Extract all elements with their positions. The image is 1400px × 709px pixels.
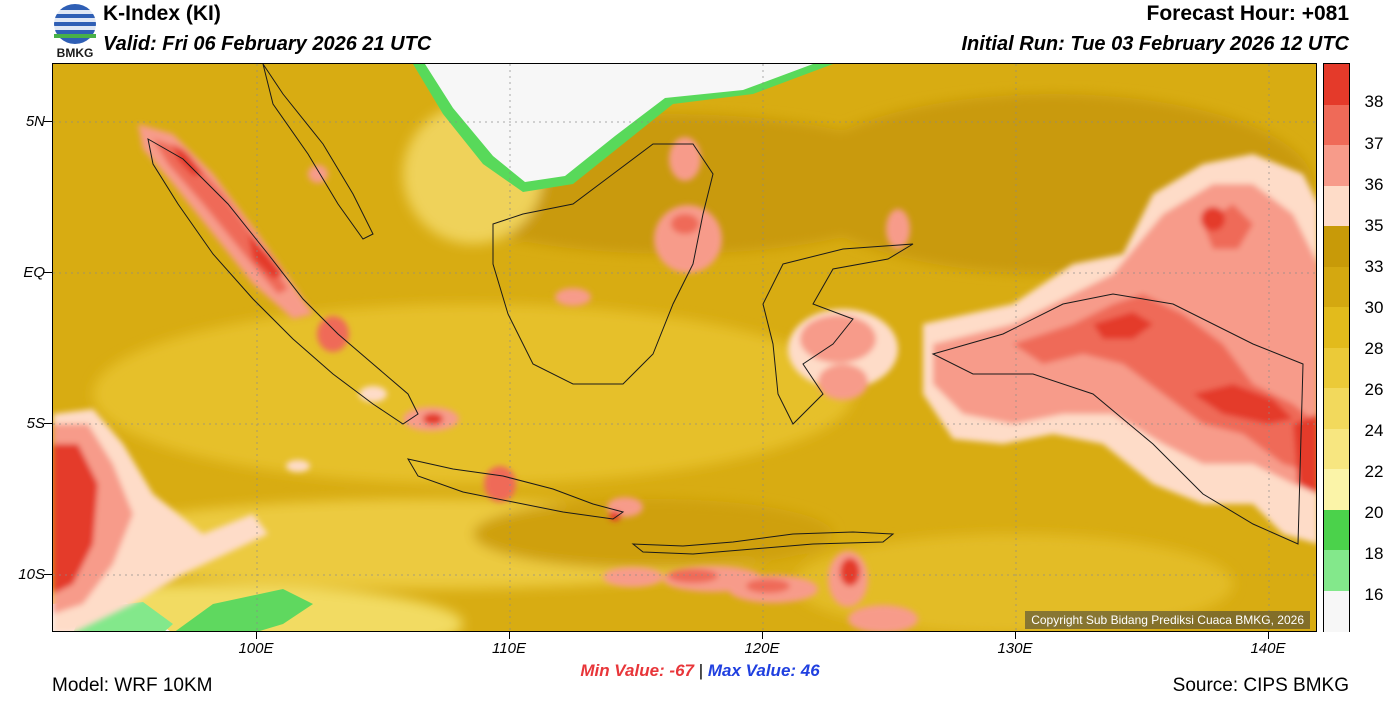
model-label: Model: WRF 10KM [52,675,213,696]
colorbar-segment [1324,104,1349,146]
colorbar-label-28: 28 [1364,339,1384,358]
lon-tick-110e [509,632,510,639]
sulawesi-coast [762,243,914,425]
lat-label-eq: EQ [23,264,45,281]
max-value: Max Value: 46 [707,661,820,680]
colorbar-label-37: 37 [1364,134,1384,153]
sumatra-coast [147,138,419,425]
min-max-values: Min Value: -67 | Max Value: 46 [0,661,1400,681]
bmkg-logo: BMKG [52,2,98,60]
high-k-regions [53,124,1316,631]
colorbar-label-16: 16 [1364,585,1384,604]
colorbar-label-30: 30 [1364,298,1384,317]
lon-label-130e: 130E [997,640,1033,657]
lat-tick-5s [44,423,52,424]
scs-low-region [413,64,833,192]
lon-label-110e: 110E [492,640,526,657]
colorbar-segment [1324,388,1349,429]
page-title: K-Index (KI) [103,2,221,25]
colorbar-segment [1324,226,1349,267]
colorbar-segment [1324,185,1349,227]
colorbar [1323,63,1350,632]
forecast-hour: Forecast Hour: +081 [1146,2,1350,25]
borneo-coast [492,143,714,385]
k-index-map: Copyright Sub Bidang Prediksi Cuaca BMKG… [52,63,1317,632]
initial-run: Initial Run: Tue 03 February 2026 12 UTC [961,33,1349,55]
colorbar-label-36: 36 [1364,175,1384,194]
logo-text: BMKG [57,46,94,60]
java-coast [406,458,625,520]
lat-tick-5n [44,121,52,122]
colorbar-segment [1324,509,1349,551]
lat-label-5s: 5S [26,415,45,432]
lat-tick-10s [44,574,52,575]
papua-coast [931,293,1304,545]
colorbar-segment [1324,428,1349,470]
lon-tick-120e [762,632,763,639]
lat-tick-eq [44,272,52,273]
copyright-notice: Copyright Sub Bidang Prediksi Cuaca BMKG… [1025,611,1310,629]
source-label: Source: CIPS BMKG [1172,675,1349,696]
colorbar-label-26: 26 [1364,380,1384,399]
colorbar-segment [1324,550,1349,591]
coastlines [147,64,1304,555]
valid-time: Valid: Fri 06 February 2026 21 UTC [103,33,432,55]
lon-label-120e: 120E [744,640,780,657]
colorbar-label-24: 24 [1364,421,1384,440]
min-max-separator: | [698,661,704,680]
colorbar-segment [1324,590,1349,632]
colorbar-segment [1324,347,1349,389]
lon-tick-100e [256,632,257,639]
colorbar-segment [1324,469,1349,510]
malay-peninsula-coast [262,64,374,240]
lon-tick-140e [1268,632,1269,639]
lat-label-5n: 5N [25,113,45,130]
lon-tick-130e [1015,632,1016,639]
nusa-tenggara-coast [631,531,895,555]
colorbar-segment [1324,64,1349,105]
colorbar-segment [1324,145,1349,186]
lon-label-140e: 140E [1250,640,1286,657]
colorbar-segment [1324,307,1349,348]
colorbar-label-33: 33 [1364,257,1384,276]
colorbar-label-20: 20 [1364,503,1384,522]
colorbar-label-35: 35 [1364,216,1384,235]
lat-label-10s: 10S [18,566,45,583]
min-value: Min Value: -67 [580,661,694,680]
colorbar-segment [1324,266,1349,308]
lon-label-100e: 100E [238,640,274,657]
colorbar-label-18: 18 [1364,544,1384,563]
colorbar-label-22: 22 [1364,462,1384,481]
colorbar-label-38: 38 [1364,92,1384,111]
